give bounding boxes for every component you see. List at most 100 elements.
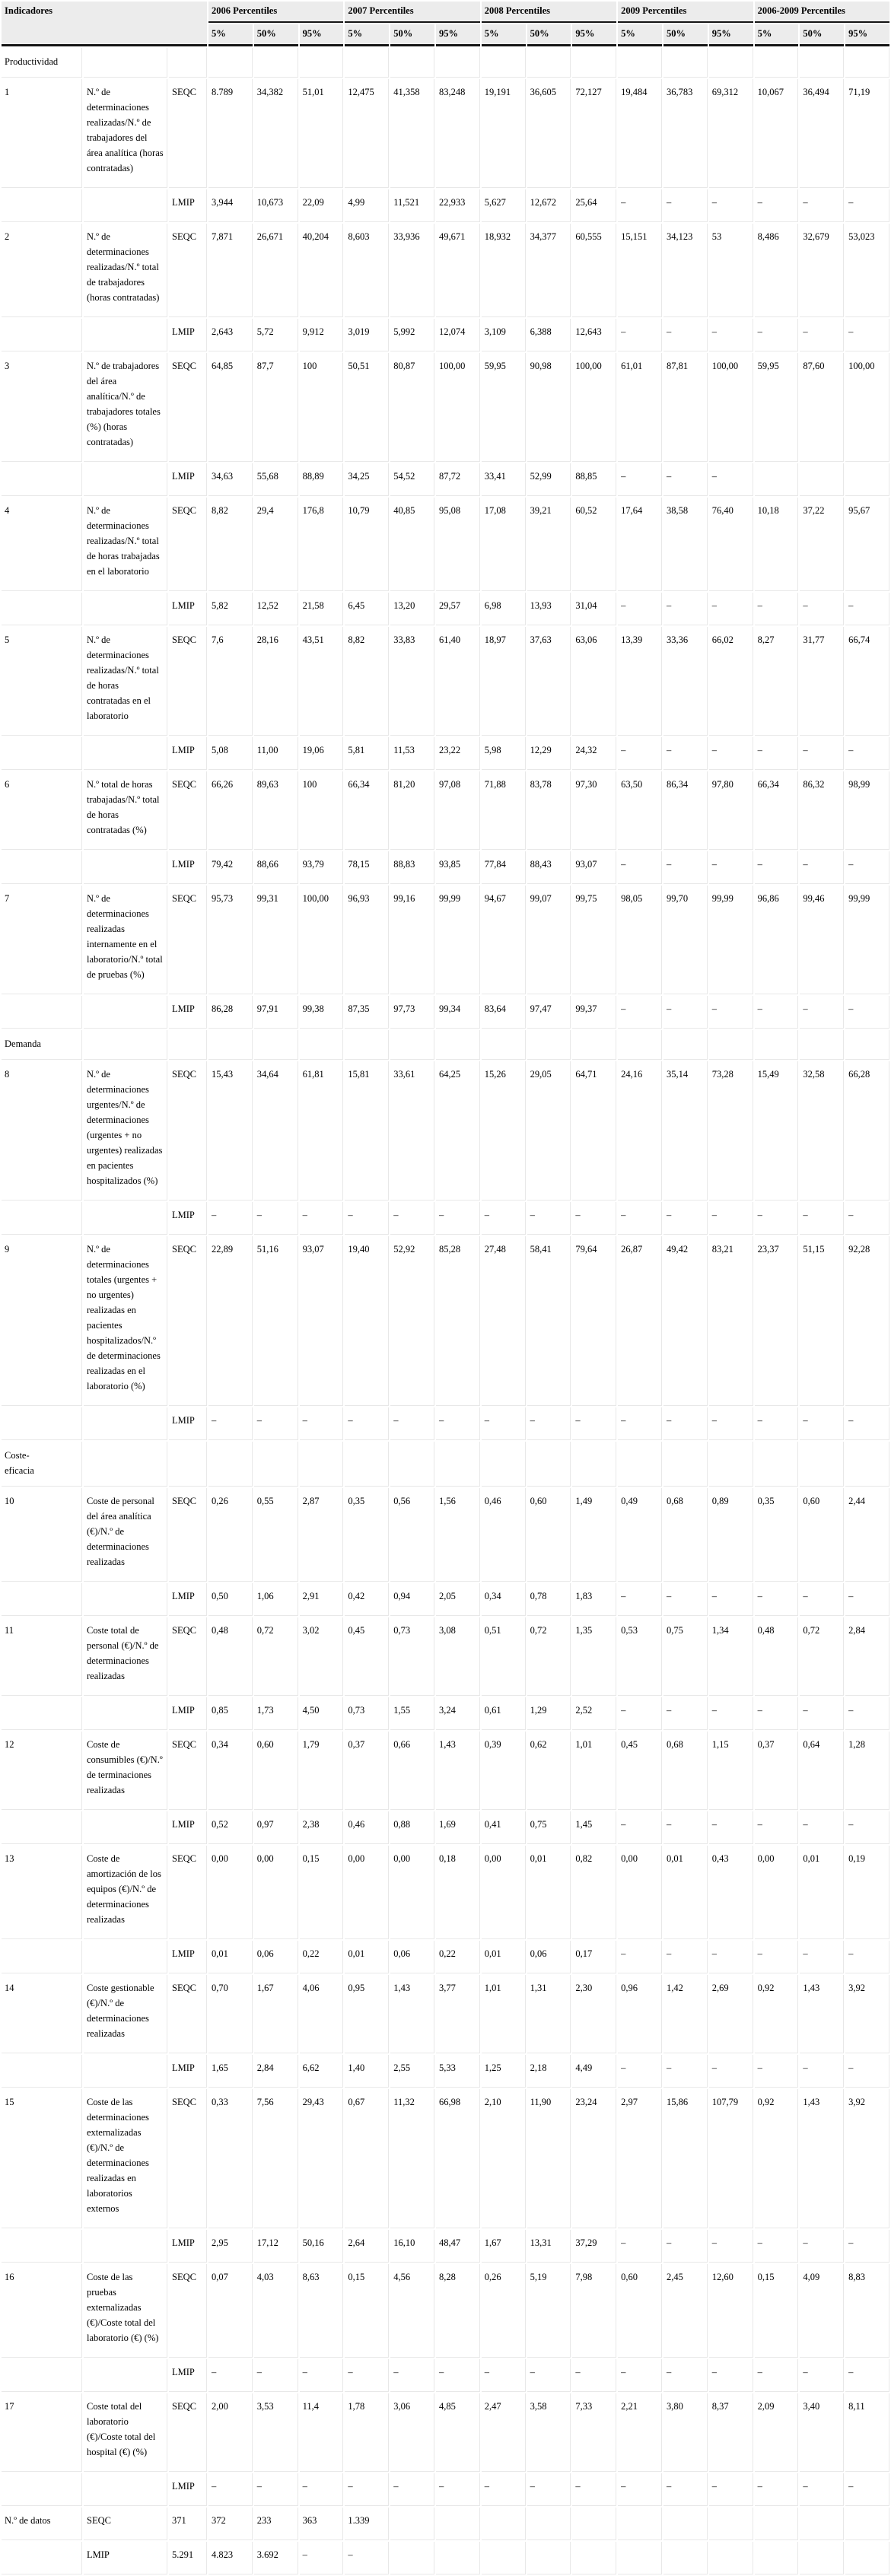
value-cell-seqc: 0,75 [663,1617,708,1696]
value-cell-seqc: 89,63 [253,771,298,850]
value-cell-lmip: – [845,2054,889,2088]
value-cell-lmip: 88,66 [253,851,298,884]
value-cell-lmip: – [708,851,753,884]
value-cell-lmip: – [800,851,845,884]
value-cell-lmip: – [845,1940,889,1973]
value-cell-seqc: 0,67 [345,2088,390,2228]
value-cell-seqc: 99,99 [845,885,889,994]
value-cell-lmip: 0,34 [481,1582,526,1616]
series-label-lmip: LMIP [169,2054,207,2088]
value-cell-seqc: 92,28 [845,1236,889,1406]
section-spacer-value [708,47,753,78]
value-cell-seqc: 2,30 [572,1974,617,2053]
footer-row-lmip: LMIP 5.291 4.823 3.692– – [2,2541,889,2574]
value-cell-lmip: 87,35 [345,995,390,1029]
value-cell-lmip: 0,46 [345,1811,390,1844]
value-cell-seqc: 0,37 [754,1731,799,1810]
value-cell-seqc: 2,87 [299,1487,344,1582]
value-cell-lmip: – [754,2473,799,2506]
indicator-number: 8 [2,1061,82,1201]
value-cell-lmip: – [527,1407,571,1440]
value-cell-lmip: – [618,851,662,884]
value-cell-lmip: 0,22 [435,1940,480,1973]
value-cell-seqc: 1,49 [572,1487,617,1582]
value-cell-lmip: 2,91 [299,1582,344,1616]
value-cell-lmip: – [800,2229,845,2263]
value-cell-seqc: 0,72 [253,1617,298,1696]
value-cell-seqc: 3,92 [845,1974,889,2053]
value-cell-lmip: 4,49 [572,2054,617,2088]
value-cell-seqc: 23,37 [754,1236,799,1406]
value-cell-lmip: – [708,2229,753,2263]
value-cell-lmip: – [845,2229,889,2263]
indicator-description: N.º de determinaciones realizadas intern… [84,885,167,994]
value-cell-seqc: 24,16 [618,1061,662,1201]
indicator-number: 10 [2,1487,82,1582]
indicator-row-lmip: LMIP 0,52 0,97 2,38 0,46 0,88 1,69 0,41 0,75 1,45… [2,1811,889,1844]
series-label-seqc: SEQC [169,2263,207,2358]
value-cell-seqc: 2,45 [663,2263,708,2358]
indicator-description-spacer [84,592,167,625]
series-label-lmip: LMIP [169,736,207,770]
value-cell-lmip: – [845,995,889,1029]
value-cell-seqc: 0,45 [345,1617,390,1696]
section-spacer-value [572,1029,617,1060]
value-cell-lmip: – [708,1582,753,1616]
indicator-number-spacer [2,736,82,770]
indicator-number: 15 [2,2088,82,2228]
value-cell-lmip: – [345,2473,390,2506]
value-cell-seqc: 10,067 [754,78,799,188]
value-cell-seqc: 0,48 [208,1617,253,1696]
value-cell-lmip: – [435,1201,480,1235]
value-cell-lmip: 93,79 [299,851,344,884]
value-cell-lmip: – [754,736,799,770]
value-cell-seqc: 0,15 [754,2263,799,2358]
value-cell-seqc: 51,01 [299,78,344,188]
indicator-description: Coste de las determinaciones externaliza… [84,2088,167,2228]
value-cell-lmip: 2,84 [253,2054,298,2088]
value-cell-lmip: – [800,1582,845,1616]
indicator-row-seqc: 3 N.º de trabajadores del área analítica/… [2,352,889,462]
value-cell-seqc: 1,31 [527,1974,571,2053]
value-cell-lmip: – [800,1811,845,1844]
footer-value-cell-seqc [572,2507,617,2540]
value-cell-seqc: 61,01 [618,352,662,462]
column-header-indicadores: Indicadores [2,2,207,46]
value-cell-seqc: 32,679 [800,223,845,317]
indicator-row-lmip: LMIP 0,01 0,06 0,22 0,01 0,06 0,22 0,01 0,06 0,17… [2,1940,889,1973]
value-cell-lmip: – [618,1811,662,1844]
section-spacer-value [800,1441,845,1487]
indicator-number-spacer [2,1407,82,1440]
value-cell-lmip: – [253,2473,298,2506]
section-spacer-value [754,1441,799,1487]
value-cell-seqc: 12,60 [708,2263,753,2358]
indicator-row-lmip: LMIP – – – – – – – – – – – – – – – [2,2358,889,2392]
value-cell-lmip: – [754,1582,799,1616]
value-cell-lmip: 3,019 [345,318,390,351]
value-cell-seqc: 8,83 [845,2263,889,2358]
footer-value-cell-lmip [390,2541,434,2574]
value-cell-lmip: 11,53 [390,736,434,770]
indicator-number: 17 [2,2393,82,2472]
indicator-row-seqc: 2 N.º de determinaciones realizadas/N.º t… [2,223,889,317]
value-cell-lmip: 0,01 [208,1940,253,1973]
indicator-description: Coste de las pruebas externalizadas (€)/… [84,2263,167,2358]
value-cell-seqc: 8.789 [208,78,253,188]
value-cell-seqc: 66,34 [345,771,390,850]
section-title: Coste-eficacia [2,1441,82,1487]
section-spacer-desc [84,1029,167,1060]
value-cell-lmip: 25,64 [572,189,617,222]
value-cell-lmip: 0,94 [390,1582,434,1616]
value-cell-seqc: 0,56 [390,1487,434,1582]
value-cell-seqc: 72,127 [572,78,617,188]
indicator-row-lmip: LMIP 86,28 97,91 99,38 87,35 97,73 99,34 83,64 9… [2,995,889,1029]
value-cell-lmip: – [435,2358,480,2392]
value-cell-seqc: 100 [299,771,344,850]
value-cell-seqc: 86,32 [800,771,845,850]
section-spacer-value [390,1029,434,1060]
value-cell-seqc: 4,03 [253,2263,298,2358]
value-cell-lmip: 6,98 [481,592,526,625]
indicator-row-lmip: LMIP 2,95 17,12 50,16 2,64 16,10 48,47 1,67 13,3… [2,2229,889,2263]
footer-value-cell-lmip [618,2541,662,2574]
value-cell-seqc: 35,14 [663,1061,708,1201]
